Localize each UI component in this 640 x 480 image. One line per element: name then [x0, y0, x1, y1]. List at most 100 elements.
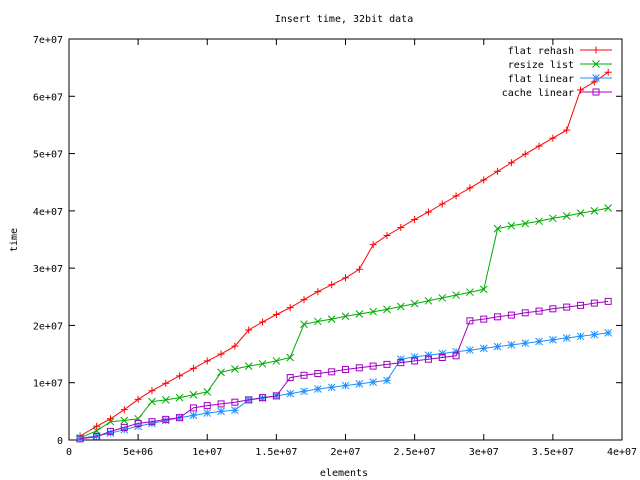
data-point — [189, 390, 198, 399]
data-point — [355, 265, 363, 273]
data-point — [562, 334, 571, 342]
data-point — [410, 299, 419, 308]
data-point — [466, 317, 474, 325]
legend-label: cache linear — [502, 88, 574, 99]
series-layer — [76, 68, 613, 443]
data-point — [480, 315, 488, 323]
data-point — [563, 126, 571, 134]
x-tick-label: 0 — [66, 447, 72, 458]
data-point — [231, 398, 239, 406]
data-point — [313, 385, 322, 393]
series-line — [79, 71, 609, 437]
data-point — [396, 302, 405, 311]
data-point — [452, 291, 460, 299]
legend-marker — [592, 60, 600, 68]
data-point — [424, 351, 433, 360]
legend: flat rehash resize list flat linear cache l… — [502, 46, 612, 99]
data-point — [189, 364, 197, 372]
data-point — [231, 365, 239, 373]
data-point — [466, 288, 474, 297]
data-point — [549, 305, 557, 313]
legend-label: flat rehash — [508, 46, 574, 57]
data-point — [106, 417, 115, 426]
data-point — [314, 288, 322, 296]
data-point — [93, 422, 101, 430]
series-line — [79, 207, 609, 439]
data-point — [438, 294, 447, 302]
data-point — [549, 214, 557, 223]
data-point — [259, 318, 267, 326]
x-tick-label: 1.5e+07 — [255, 447, 297, 458]
data-point — [272, 357, 281, 365]
data-point — [424, 208, 432, 216]
x-tick-label: 5e+06 — [123, 447, 153, 458]
data-point — [410, 353, 419, 361]
data-point — [300, 296, 308, 304]
x-tick-label: 3.5e+07 — [532, 447, 574, 458]
data-point — [383, 360, 391, 368]
data-point — [535, 337, 543, 346]
data-point — [590, 330, 599, 339]
data-point — [342, 274, 349, 282]
data-point — [438, 354, 446, 362]
data-point — [576, 332, 585, 341]
data-point — [397, 223, 405, 231]
legend-marker — [592, 88, 600, 96]
legend-marker — [592, 46, 600, 54]
data-point — [355, 364, 363, 372]
data-point — [480, 176, 488, 184]
data-point — [341, 312, 350, 321]
data-point — [217, 400, 225, 408]
data-point — [452, 352, 460, 360]
data-point — [120, 423, 128, 431]
data-point — [493, 342, 502, 351]
data-point — [507, 221, 516, 230]
data-point — [134, 419, 142, 427]
y-tick-label: 3e+07 — [33, 264, 63, 275]
y-tick-label: 5e+07 — [33, 150, 63, 161]
data-point — [369, 307, 378, 316]
y-tick-label: 1e+07 — [33, 379, 63, 390]
data-point — [535, 142, 543, 150]
y-axis-label: time — [9, 228, 20, 252]
data-point — [397, 359, 405, 367]
data-point — [162, 415, 170, 423]
data-point — [369, 378, 378, 386]
data-point — [383, 376, 391, 385]
x-tick-label: 1e+07 — [192, 447, 222, 458]
data-point — [563, 303, 571, 311]
data-point — [549, 134, 557, 142]
data-point — [342, 366, 349, 374]
data-point — [466, 346, 474, 354]
data-point — [300, 371, 308, 379]
data-point — [134, 414, 142, 423]
data-point — [535, 217, 543, 226]
data-point — [341, 381, 350, 390]
data-point — [327, 315, 336, 323]
series-cache-linear — [76, 297, 612, 443]
data-point — [231, 342, 239, 350]
data-point — [217, 350, 225, 358]
data-point — [438, 349, 447, 358]
data-point — [466, 184, 474, 192]
data-point — [507, 311, 515, 319]
data-point — [521, 150, 529, 158]
x-tick-label: 2e+07 — [330, 447, 360, 458]
data-point — [189, 404, 197, 412]
data-point — [411, 357, 419, 365]
series-line — [80, 300, 609, 440]
data-point — [493, 224, 502, 233]
y-tick-label: 7e+07 — [33, 35, 63, 46]
data-point — [148, 418, 156, 426]
data-point — [76, 435, 84, 443]
data-point — [259, 394, 267, 402]
data-point — [272, 311, 280, 319]
data-point — [217, 368, 225, 377]
data-point — [272, 392, 280, 400]
data-point — [411, 215, 419, 223]
data-point — [203, 409, 212, 417]
data-point — [286, 389, 295, 398]
data-point — [93, 433, 101, 441]
data-point — [576, 209, 585, 218]
data-point — [507, 159, 515, 167]
